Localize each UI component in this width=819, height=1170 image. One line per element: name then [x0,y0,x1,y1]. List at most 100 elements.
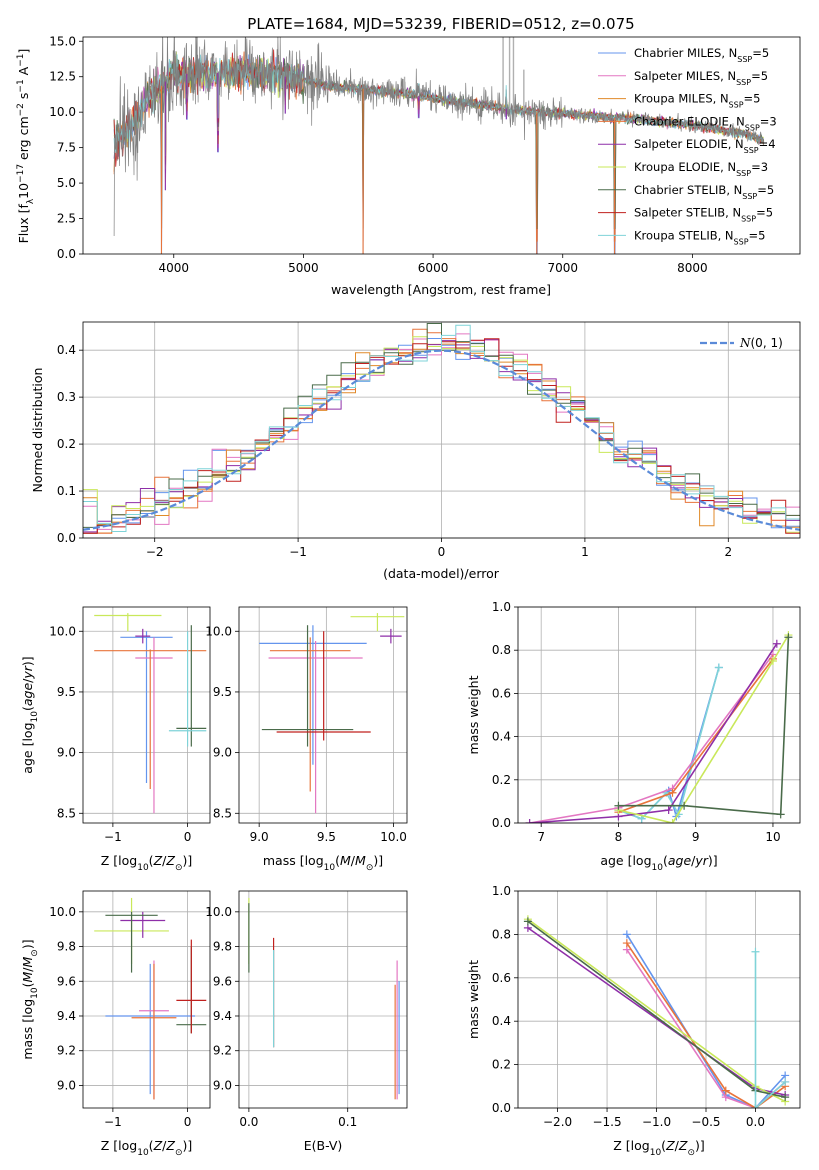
y-tick-label: 9.4 [213,1009,232,1023]
x-tick-label: 9.0 [250,830,269,844]
y-tick-label: 0.2 [57,437,76,451]
label-part: / [162,853,167,868]
x-tick-label: 8 [615,830,623,844]
label-part: mass [log [263,853,324,868]
age_vs_Z-panel: −1 08.59.09.510.0Z [log10(Z/Z⊙)]age [log1… [20,606,211,873]
label-part: M [20,972,35,983]
y-tick-label: 15.0 [49,34,76,48]
label-part: A [16,66,31,79]
x-axis-label: wavelength [Angstrom, rest frame] [331,282,551,297]
x-tick-label: 1 [581,545,589,559]
label-part: 10 [30,711,40,723]
y-tick-label: 1.0 [492,884,511,898]
x-tick-label: 7 [537,830,545,844]
label-part: erg cm [16,116,31,164]
label-part: )] [20,656,35,666]
legend-entry-label: Chabrier ELODIE, NSSP=3 [634,114,777,131]
label-part: M [355,853,366,868]
y-tick-label: 9.5 [213,685,232,699]
label-part: 10 [137,1148,149,1158]
legend-subscript: SSP [737,55,752,64]
legend-entry-label: Kroupa STELIB, NSSP=5 [634,228,765,246]
label-part: ⊙ [30,949,40,957]
mass_vs_Z-frame [82,890,211,1109]
label-part: s [16,93,31,104]
x-axis-label: age [log10(age/yr)] [600,853,717,873]
y-tick-label: 9.0 [213,1078,232,1092]
legend-text: Kroupa MILES, N [634,92,729,106]
mass-weight-marker [751,1104,760,1108]
y-tick-label: 9.6 [213,974,232,988]
mass_vs_Z-panel: −1 09.09.29.49.69.810.0Z [log10(Z/Z⊙)]mas… [20,890,211,1158]
label-part: 10 [16,183,31,199]
figure-title: PLATE=1684, MJD=53239, FIBERID=0512, z=0… [247,15,634,33]
label-part: / [162,1138,167,1153]
label-part: 10 [324,863,336,873]
mass-weight-marker [781,1093,790,1102]
x-tick-label: −1.0 [642,1115,671,1129]
residuals-panel: −2 −1 0 1 2 0.0 0.1 0.2 0.3 0.4 N(0, 1) (data-model… [30,321,801,581]
age_vs_Z-frame [82,606,211,824]
legend-entry-label: Salpeter MILES, NSSP=5 [634,69,768,87]
y-axis-label: mass [log10(M/M⊙)] [20,939,40,1059]
x-tick-label: −0.5 [691,1115,720,1129]
label-part: / [675,1138,680,1153]
y-tick-label: 10.0 [49,624,76,638]
legend-text: Salpeter STELIB, N [634,206,741,220]
legend-entry-label: Salpeter ELODIE, NSSP=4 [634,137,776,155]
mass-weight-marker [772,639,781,648]
mass_vs_ebv-frame [238,890,408,1109]
label-part: Flux [f [16,204,31,244]
y-tick-label: 0.0 [492,1101,511,1115]
x-axis-label: mass [log10(M/M⊙)] [263,853,383,873]
label-part: ( [661,1138,666,1153]
residuals-plot-area [83,323,800,534]
model-spectrum-line [113,54,764,157]
y-axis-label: mass weight [466,960,481,1039]
mass-weight-marker [751,947,760,956]
y-tick-label: 0.0 [492,816,511,830]
legend-subscript: SSP [742,191,757,200]
label-part: )] [182,853,192,868]
label-part: ] [16,49,31,54]
y-tick-label: 0.2 [492,1058,511,1072]
y-tick-label: 10.0 [49,905,76,919]
label-part: ( [20,706,35,711]
x-tick-label: 0.0 [746,1115,765,1129]
legend-subscript: SSP [734,237,749,246]
y-tick-label: 9.2 [57,1044,76,1058]
label-part: λ [26,198,36,204]
legend-subscript: SSP [745,123,760,132]
x-axis-label: Z [log10(Z/Z⊙)] [101,853,193,873]
x-tick-label: 10.0 [380,830,407,844]
label-part: mass weight [466,960,481,1039]
label-part: Z [165,853,175,868]
label-part: ( [20,983,35,988]
y-tick-label: 9.8 [213,940,232,954]
x-tick-label: 10 [765,830,780,844]
mw_vs_age-frame [517,606,801,824]
mass-weight-marker [714,663,723,672]
y-tick-label: 10.0 [205,905,232,919]
label-part: ( [335,853,340,868]
legend-text: Salpeter MILES, N [634,69,736,83]
x-axis-label: Z [log10(Z/Z⊙)] [613,1138,705,1158]
mass-weight-marker [614,801,623,810]
x-tick-label: 0 [184,1115,192,1129]
mass-weight-line [618,637,790,816]
label-part: age [log [600,853,651,868]
mass-weight-line [754,951,786,1108]
x-tick-label: 8000 [677,261,708,275]
mass-weight-line [529,643,778,823]
label-part: ⊙ [175,1148,183,1158]
label-part: Z [678,1138,688,1153]
mw_vs_age-plot-area [525,631,793,823]
y-tick-label: 0.0 [57,247,76,261]
legend-entry-label: Kroupa MILES, NSSP=5 [634,92,760,110]
legend-suffix: =4 [759,137,776,151]
mass-weight-marker [668,819,677,823]
label-part: ( [149,853,154,868]
legend-text: Chabrier STELIB, N [634,183,742,197]
y-tick-label: 0.3 [57,390,76,404]
